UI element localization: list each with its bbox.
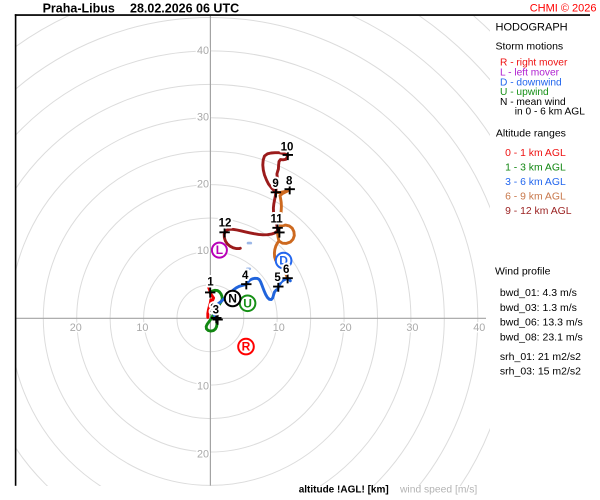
svg-text:6: 6 (283, 264, 289, 276)
svg-text:1 - 3 km AGL: 1 - 3 km AGL (505, 162, 566, 173)
svg-text:3: 3 (213, 305, 219, 317)
svg-text:2: 2 (210, 303, 216, 315)
svg-text:Praha-Libus: Praha-Libus (43, 2, 115, 16)
svg-text:N: N (228, 292, 237, 306)
svg-text:L - left mover: L - left mover (500, 68, 560, 79)
svg-text:10: 10 (197, 245, 209, 257)
svg-text:20: 20 (197, 178, 209, 190)
svg-text:bwd_06: 13.3 m/s: bwd_06: 13.3 m/s (500, 317, 583, 329)
svg-text:8: 8 (286, 175, 293, 187)
svg-text:U - upwind: U - upwind (500, 87, 549, 98)
svg-text:30: 30 (406, 322, 418, 334)
svg-text:bwd_03: 1.3 m/s: bwd_03: 1.3 m/s (500, 302, 577, 314)
svg-text:HODOGRAPH: HODOGRAPH (496, 21, 568, 33)
svg-text:Altitude ranges: Altitude ranges (496, 127, 566, 139)
svg-text:R: R (242, 340, 251, 354)
svg-text:40: 40 (197, 45, 209, 57)
svg-text:20: 20 (197, 448, 209, 460)
svg-text:D - downwind: D - downwind (500, 77, 562, 88)
svg-text:20: 20 (70, 322, 82, 334)
svg-text:srh_03: 15 m2/s2: srh_03: 15 m2/s2 (500, 365, 581, 377)
svg-text:altitude !AGL! [km]: altitude !AGL! [km] (299, 485, 389, 496)
svg-text:40: 40 (473, 322, 485, 334)
svg-text:bwd_01: 4.3 m/s: bwd_01: 4.3 m/s (500, 287, 577, 299)
svg-text:U: U (243, 296, 252, 310)
svg-text:bwd_08: 23.1 m/s: bwd_08: 23.1 m/s (500, 332, 583, 344)
svg-text:20: 20 (340, 322, 352, 334)
svg-text:9: 9 (272, 178, 278, 190)
svg-text:9 - 12 km AGL: 9 - 12 km AGL (505, 206, 572, 217)
svg-text:3 - 6 km AGL: 3 - 6 km AGL (505, 177, 566, 188)
svg-text:in 0 - 6 km AGL: in 0 - 6 km AGL (515, 107, 586, 118)
svg-text:4: 4 (242, 270, 249, 282)
svg-text:R - right mover: R - right mover (500, 58, 568, 69)
svg-text:6 - 9 km AGL: 6 - 9 km AGL (505, 191, 566, 202)
svg-text:CHMI © 2026: CHMI © 2026 (530, 2, 597, 14)
svg-text:30: 30 (197, 112, 209, 124)
svg-text:D: D (279, 254, 288, 268)
svg-text:1: 1 (207, 277, 214, 289)
svg-text:11: 11 (271, 214, 284, 226)
svg-text:L: L (216, 243, 223, 257)
svg-text:0 - 1 km AGL: 0 - 1 km AGL (505, 148, 566, 159)
svg-text:Storm motions: Storm motions (496, 41, 564, 53)
svg-text:10: 10 (281, 141, 294, 153)
svg-text:10: 10 (197, 380, 209, 392)
svg-text:10: 10 (136, 322, 148, 334)
svg-text:28.02.2026 06 UTC: 28.02.2026 06 UTC (130, 2, 239, 16)
svg-text:12: 12 (219, 218, 232, 230)
svg-text:10: 10 (273, 322, 285, 334)
svg-text:N - mean wind: N - mean wind (500, 97, 566, 108)
svg-text:srh_01: 21 m2/s2: srh_01: 21 m2/s2 (500, 351, 581, 363)
svg-text:Wind profile: Wind profile (495, 265, 551, 277)
svg-text:5: 5 (274, 272, 281, 284)
svg-text:wind speed [m/s]: wind speed [m/s] (399, 485, 477, 496)
